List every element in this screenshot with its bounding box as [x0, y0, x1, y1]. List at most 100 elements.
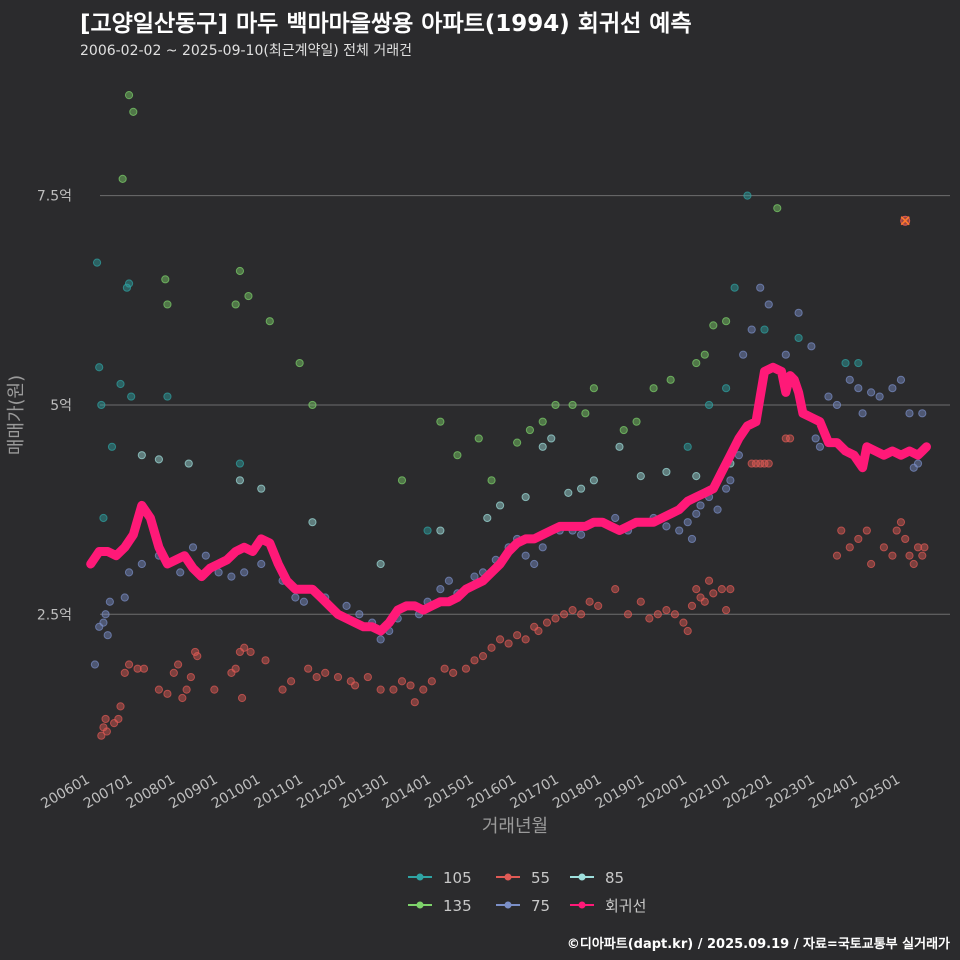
point-75: [299, 597, 308, 606]
legend-label: 85: [605, 869, 624, 887]
point-105: [116, 379, 125, 389]
point-55: [542, 618, 552, 627]
point-55: [594, 601, 603, 611]
point-55: [867, 559, 876, 569]
point-75: [726, 476, 735, 485]
point-75: [692, 509, 701, 518]
point-55: [854, 534, 863, 544]
point-55: [120, 668, 129, 677]
point-75: [739, 350, 748, 359]
point-55: [653, 610, 662, 619]
point-75: [376, 635, 385, 644]
point-75: [257, 559, 266, 569]
point-135: [722, 317, 731, 326]
legend-item: 75: [496, 897, 550, 915]
point-55: [726, 585, 735, 594]
point-75: [521, 551, 530, 560]
point-55: [683, 626, 692, 636]
point-85: [308, 518, 317, 527]
point-75: [794, 308, 803, 317]
point-55: [747, 459, 756, 468]
point-55: [193, 652, 202, 661]
point-75: [781, 350, 790, 359]
point-55: [892, 526, 901, 535]
legend-item: 105: [408, 869, 472, 887]
point-55: [577, 610, 586, 619]
point-75: [240, 568, 249, 577]
point-55: [278, 685, 287, 694]
point-75: [99, 618, 108, 627]
point-55: [909, 559, 918, 569]
x-tick-label: 202501: [849, 772, 903, 813]
point-75: [227, 572, 236, 581]
point-55: [182, 685, 191, 694]
point-55: [623, 610, 633, 619]
point-55: [692, 585, 701, 594]
point-55: [662, 605, 671, 615]
point-55: [406, 681, 415, 690]
point-85: [589, 476, 598, 485]
point-85: [521, 492, 530, 502]
point-55: [559, 610, 569, 619]
point-135: [538, 417, 547, 426]
point-135: [436, 417, 445, 426]
point-85: [376, 559, 385, 569]
point-85: [615, 442, 624, 451]
point-105: [124, 279, 134, 288]
point-105: [423, 526, 432, 535]
point-75: [176, 568, 185, 577]
point-75: [756, 283, 765, 292]
point-75: [538, 543, 547, 552]
point-55: [304, 664, 313, 673]
point-55: [717, 585, 726, 594]
point-55: [410, 698, 419, 707]
point-105: [854, 358, 863, 368]
point-105: [127, 392, 136, 401]
point-75: [90, 660, 100, 669]
point-55: [478, 652, 488, 661]
point-105: [704, 400, 714, 410]
point-85: [137, 451, 146, 460]
point-75: [444, 576, 453, 585]
point-55: [845, 543, 854, 552]
outlier-point: [900, 215, 911, 226]
point-75: [747, 325, 756, 334]
y-axis-ticks: 2.5억 5억 7.5억: [37, 189, 72, 624]
point-55: [470, 656, 479, 665]
point-55: [918, 551, 927, 560]
legend-swatch-dot: [578, 873, 586, 881]
chart-subtitle: 2006-02-02 ~ 2025-09-10(최근계약일) 전체 거래건: [80, 43, 412, 59]
point-55: [440, 664, 449, 673]
point-135: [474, 434, 483, 443]
point-55: [896, 518, 906, 527]
point-85: [495, 501, 505, 510]
point-75: [436, 585, 445, 594]
point-55: [513, 631, 522, 640]
legend-label: 135: [443, 897, 472, 915]
point-55: [449, 668, 458, 677]
chart-title: [고양일산동구] 마두 백마마을쌍용 아파트(1994) 회귀선 예측: [80, 11, 692, 37]
point-75: [905, 409, 914, 418]
point-85: [184, 459, 193, 468]
x-axis-label: 거래년월: [482, 816, 548, 837]
legend-label: 55: [531, 869, 550, 887]
point-135: [581, 409, 590, 418]
gridlines: [100, 195, 950, 615]
point-55: [585, 597, 594, 606]
point-55: [913, 543, 923, 552]
point-105: [683, 442, 692, 451]
point-85: [257, 484, 266, 493]
point-135: [666, 375, 675, 384]
point-135: [453, 451, 462, 460]
point-55: [521, 635, 530, 644]
point-55: [722, 605, 731, 615]
point-75: [896, 375, 906, 384]
point-75: [811, 434, 820, 443]
point-55: [186, 672, 195, 682]
point-75: [124, 568, 134, 577]
point-55: [905, 551, 914, 560]
point-75: [854, 384, 863, 393]
point-75: [103, 631, 112, 640]
point-75: [120, 593, 129, 602]
